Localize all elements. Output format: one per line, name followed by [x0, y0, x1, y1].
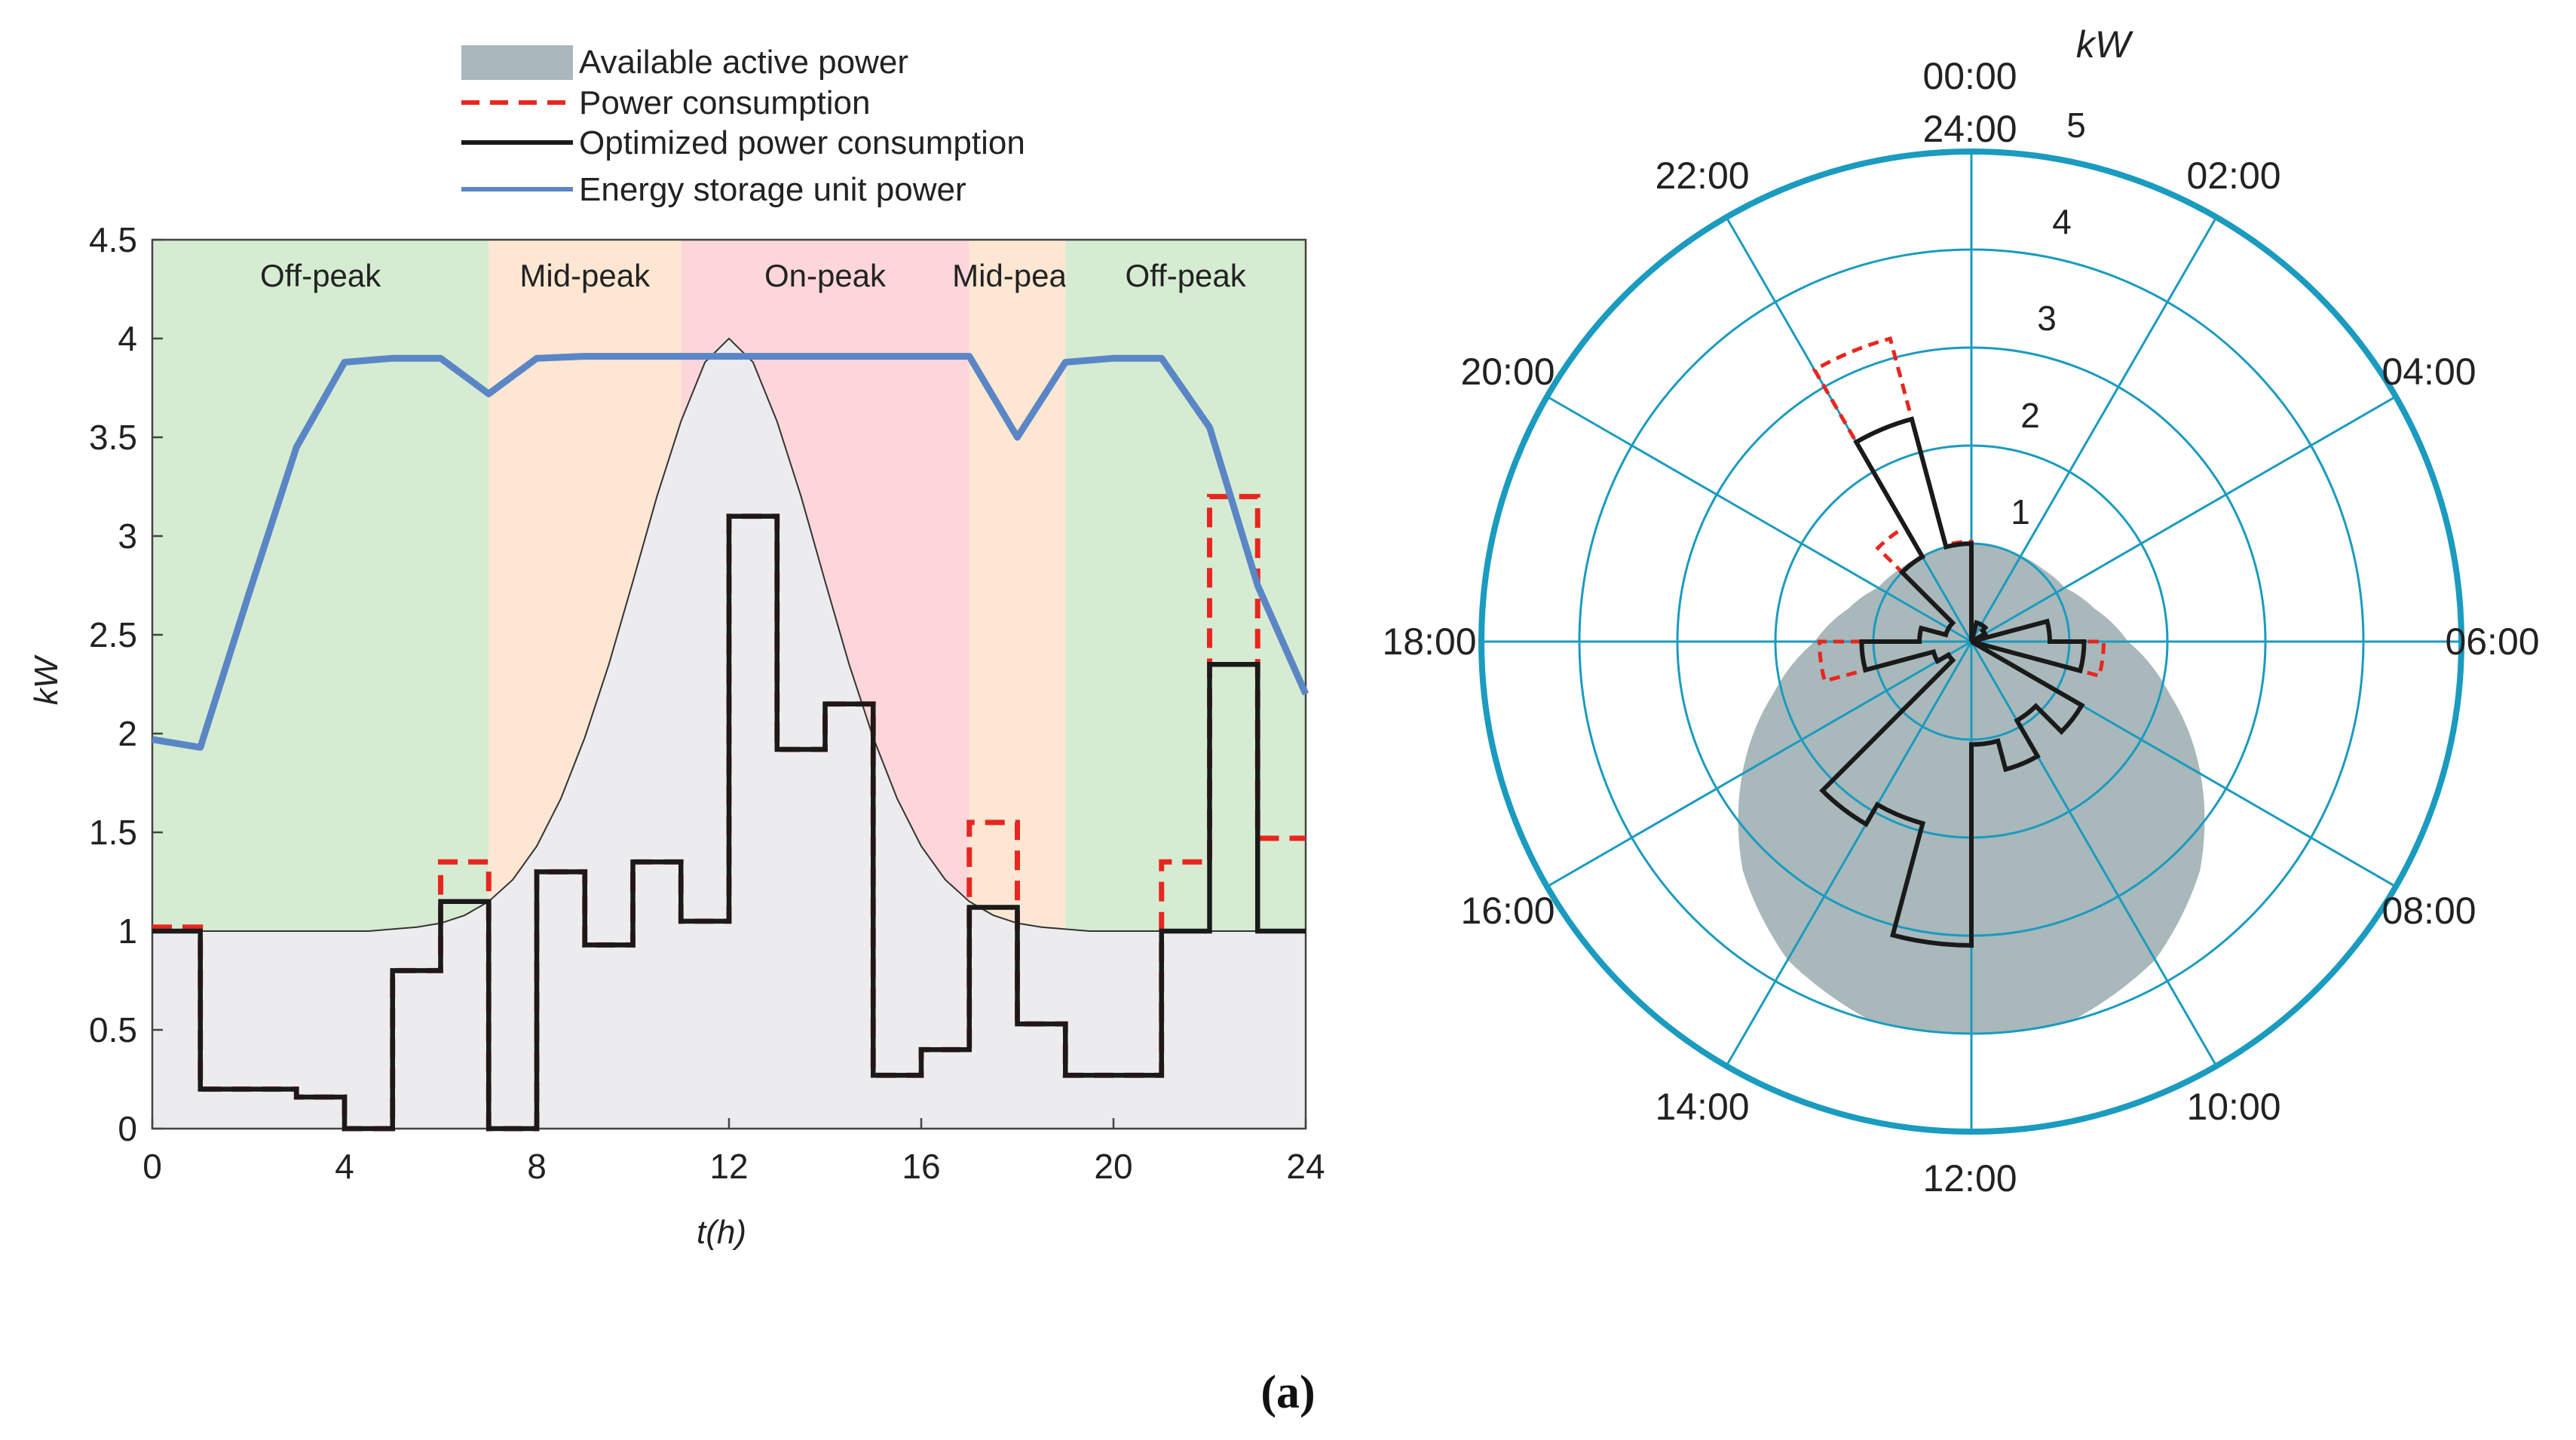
available-power-outline: [152, 337, 1306, 932]
polar-angle-label: 18:00: [1382, 620, 1476, 663]
y-tick-label: 4.5: [89, 220, 137, 259]
period-label: Mid-peak: [952, 258, 1083, 293]
polar-spoke: [1546, 640, 1972, 888]
x-tick-label: 16: [902, 1147, 940, 1186]
legend-label: Power consumption: [579, 84, 870, 121]
polar-spoke: [1725, 641, 1973, 1067]
period-label: On-peak: [764, 258, 887, 293]
y-tick-label: 3.5: [89, 418, 137, 457]
y-tick-label: 2.5: [89, 615, 137, 654]
polar-angle-label: 20:00: [1460, 351, 1554, 393]
polar-angle-label: 16:00: [1460, 890, 1554, 932]
polar-spoke: [1970, 641, 2218, 1067]
polar-spoke: [1725, 216, 1973, 642]
left-labels: t(h) kW: [28, 654, 746, 1251]
x-tick-label: 20: [1094, 1147, 1132, 1186]
polar-spoke: [1546, 395, 1972, 643]
polar-r-tick-label: 5: [2066, 106, 2086, 145]
legend-patch-available: [461, 45, 573, 80]
y-tick-label: 3: [118, 516, 137, 556]
x-tick-label: 0: [142, 1147, 162, 1186]
legend-label: Energy storage unit power: [579, 171, 966, 208]
y-axis-label: kW: [28, 654, 65, 705]
x-tick-label: 12: [709, 1147, 748, 1186]
polar-angle-label: 00:00: [1922, 55, 2017, 97]
polar-r-tick-label: 2: [2020, 396, 2040, 435]
polar-angle-label: 22:00: [1655, 155, 1749, 197]
optimized-power-line: [152, 513, 1306, 1132]
y-tick-label: 0.5: [89, 1010, 137, 1049]
x-tick-label: 8: [527, 1147, 547, 1186]
period-label: Off-peak: [1125, 258, 1246, 293]
y-tick-label: 1: [118, 911, 137, 951]
energy-storage-line: [152, 353, 1309, 751]
polar-angle-label: 10:00: [2186, 1086, 2280, 1128]
polar-angle-label: 06:00: [2445, 620, 2539, 663]
period-label: Mid-peak: [519, 258, 651, 293]
x-axis-label: t(h): [697, 1214, 746, 1251]
polar-optimized-power: [1819, 416, 2087, 948]
polar-angle-label: 02:00: [2186, 155, 2280, 197]
x-tick-label: 24: [1286, 1147, 1325, 1186]
polar-spoke: [1970, 216, 2218, 642]
polar-r-tick-label: 1: [2011, 492, 2030, 532]
period-label: Off-peak: [260, 258, 381, 293]
polar-angle-label: 04:00: [2381, 351, 2476, 393]
polar-chart: 1 2 3 4 5 kW 00:00 24:00 02:00 04:00 06:00 08:00 10:…: [1382, 23, 2539, 1199]
polar-r-tick-label: 4: [2052, 202, 2072, 241]
polar-angle-label: 12:00: [1922, 1157, 2017, 1199]
polar-r-tick-label: 3: [2037, 299, 2057, 338]
polar-unit-label: kW: [2076, 23, 2134, 66]
figure-caption: (a): [1260, 1367, 1316, 1418]
legend-label: Available active power: [579, 44, 908, 81]
polar-angle-label: 14:00: [1655, 1086, 1749, 1128]
y-tick-label: 1.5: [89, 813, 137, 852]
left-series: [152, 353, 1309, 1132]
polar-spoke: [1971, 395, 2397, 643]
x-tick-label: 4: [335, 1147, 354, 1186]
legend-label: Optimized power consumption: [579, 124, 1025, 161]
y-tick-label: 2: [118, 714, 137, 753]
left-axes: 0 0.5 1 1.5 2 2.5 3 3.5 4 4.5 0 4 8 12 16 20 24: [89, 220, 1325, 1186]
polar-angle-label: 24:00: [1922, 108, 2017, 150]
y-tick-label: 4: [118, 319, 137, 358]
left-line-chart: Off-peak Mid-peak On-peak Mid-peak Off-peak …: [28, 220, 1325, 1251]
polar-angle-label: 08:00: [2381, 890, 2476, 932]
y-tick-label: 0: [118, 1109, 137, 1148]
